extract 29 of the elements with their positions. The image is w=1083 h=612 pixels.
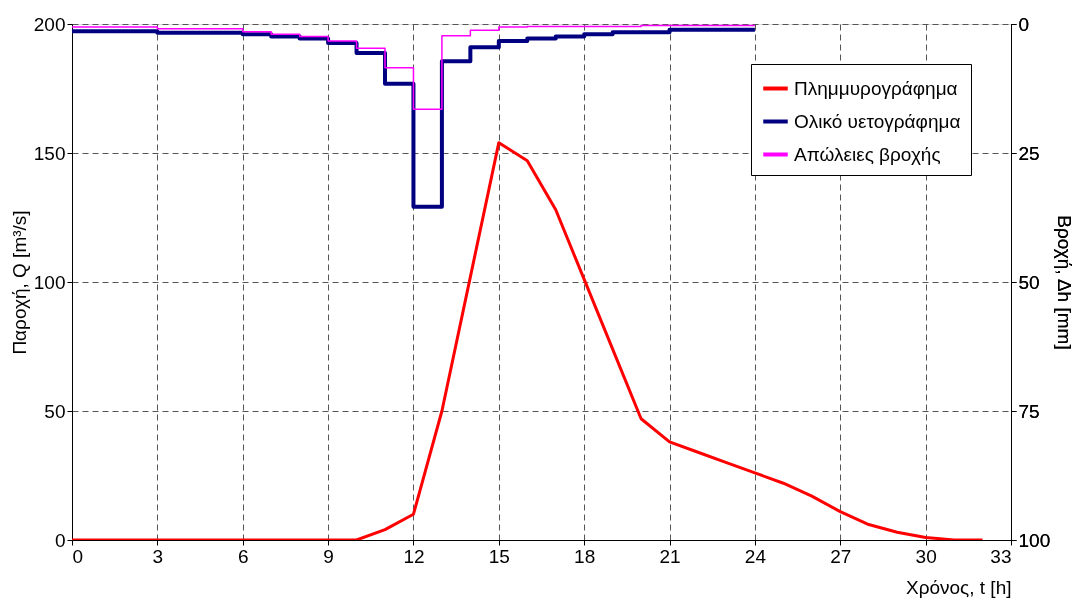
y2-tick-label: 25 [1018, 142, 1040, 164]
x-tick-label: 3 [152, 545, 164, 567]
x-tick-label: 18 [574, 545, 596, 567]
legend-label: Απώλειες βροχής [794, 143, 941, 165]
y2-tick-label: 75 [1018, 400, 1040, 422]
x-tick-label: 33 [990, 545, 1012, 567]
y-axis-title: Παροχή, Q [m³/s] [8, 210, 30, 355]
y-tick-label: 0 [54, 529, 66, 551]
x-tick-label: 12 [403, 545, 425, 567]
x-tick-label: 27 [830, 545, 852, 567]
x-tick-label: 0 [72, 545, 84, 567]
legend-label: Πλημμυρογράφημα [794, 77, 958, 99]
y2-tick-label: 100 [1018, 529, 1051, 551]
x-axis-title: Χρόνος, t [h] [905, 576, 1012, 598]
y-tick-label: 50 [44, 400, 66, 422]
x-tick-label: 9 [323, 545, 334, 567]
x-tick-label: 30 [915, 545, 937, 567]
y2-tick-label: 0 [1018, 13, 1030, 35]
y-tick-label: 100 [33, 271, 66, 293]
x-tick-label: 21 [659, 545, 681, 567]
x-tick-label: 6 [237, 545, 249, 567]
line-series [72, 141, 985, 540]
legend-label: Ολικό υετογράφημα [794, 110, 961, 132]
x-tick-label: 15 [488, 545, 510, 567]
y-tick-label: 150 [33, 142, 66, 164]
y-tick-label: 200 [33, 13, 66, 35]
y2-tick-label: 50 [1018, 271, 1040, 293]
x-tick-label: 24 [744, 545, 767, 567]
y2-axis-title: Βροχή, Δh [mm] [1054, 215, 1076, 350]
